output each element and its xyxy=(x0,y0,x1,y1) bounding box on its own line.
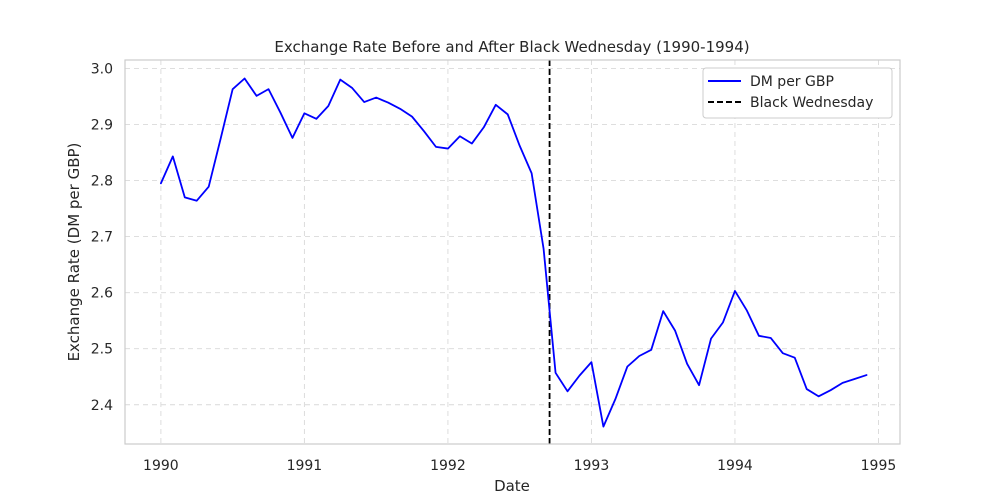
x-axis-ticks: 1990 1991 1992 1993 1994 1995 xyxy=(143,458,896,474)
x-tick-label: 1991 xyxy=(287,458,323,474)
x-tick-label: 1993 xyxy=(574,458,610,474)
plot-area-frame xyxy=(124,59,901,445)
y-tick-label: 2.4 xyxy=(91,398,113,414)
y-tick-label: 2.6 xyxy=(91,286,113,302)
legend-event-label: Black Wednesday xyxy=(750,95,873,111)
x-tick-label: 1995 xyxy=(861,458,897,474)
x-tick-label: 1992 xyxy=(430,458,466,474)
chart-title: Exchange Rate Before and After Black Wed… xyxy=(274,38,749,56)
y-tick-label: 2.8 xyxy=(91,174,113,190)
y-tick-label: 2.5 xyxy=(91,342,113,358)
y-tick-label: 3.0 xyxy=(91,61,113,77)
x-axis-label: Date xyxy=(494,477,530,495)
y-tick-label: 2.7 xyxy=(91,230,113,246)
series-lines xyxy=(159,77,868,428)
y-tick-label: 2.9 xyxy=(91,117,113,133)
y-axis-ticks: 2.4 2.5 2.6 2.7 2.8 2.9 3.0 xyxy=(91,61,113,413)
legend-series-label: DM per GBP xyxy=(750,74,834,90)
x-tick-label: 1994 xyxy=(717,458,753,474)
x-tick-label: 1990 xyxy=(143,458,179,474)
series-line-dm-per-gbp xyxy=(159,77,868,428)
y-axis-label: Exchange Rate (DM per GBP) xyxy=(65,143,83,362)
legend: DM per GBP Black Wednesday xyxy=(702,67,893,119)
legend-box xyxy=(702,67,893,119)
